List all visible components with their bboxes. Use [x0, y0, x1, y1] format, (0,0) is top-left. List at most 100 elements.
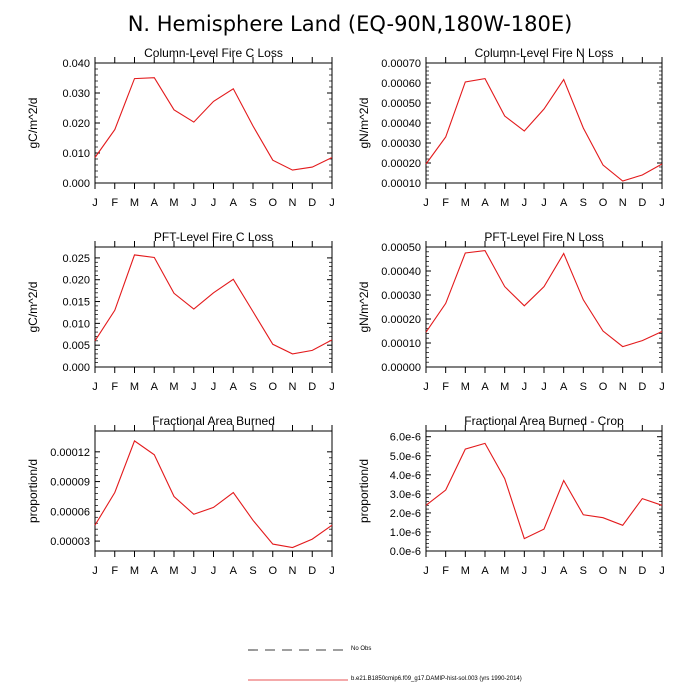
x-tick-label: F: [442, 381, 449, 393]
y-tick-label: 0.010: [62, 318, 90, 330]
x-tick-label: F: [111, 197, 118, 209]
x-tick-label: S: [580, 197, 587, 209]
x-tick-label: S: [249, 381, 256, 393]
x-tick-label: M: [169, 197, 178, 209]
y-tick-label: 0.00030: [381, 290, 421, 302]
x-tick-label: M: [130, 381, 139, 393]
y-tick-label: 0.00030: [381, 138, 421, 150]
x-tick-label: F: [442, 197, 449, 209]
x-tick-label: A: [151, 565, 159, 577]
y-tick-label: 0.030: [62, 88, 90, 100]
y-tick-label: 0.025: [62, 253, 90, 265]
x-tick-label: M: [461, 565, 470, 577]
x-tick-label: M: [169, 565, 178, 577]
x-tick-label: D: [638, 565, 646, 577]
x-tick-label: M: [500, 381, 509, 393]
x-tick-label: F: [111, 381, 118, 393]
x-tick-label: N: [289, 197, 297, 209]
x-tick-label: J: [92, 565, 98, 577]
y-tick-label: 0.010: [62, 148, 90, 160]
y-tick-label: 0.0e-6: [390, 546, 421, 558]
x-tick-label: J: [191, 197, 197, 209]
x-tick-label: J: [329, 565, 335, 577]
x-tick-label: J: [522, 197, 528, 209]
x-tick-label: J: [423, 565, 429, 577]
x-tick-label: J: [423, 197, 429, 209]
x-tick-label: A: [481, 565, 489, 577]
x-tick-label: M: [130, 565, 139, 577]
x-tick-label: M: [169, 381, 178, 393]
x-tick-label: A: [481, 197, 489, 209]
x-tick-label: O: [268, 381, 277, 393]
x-tick-label: D: [638, 197, 646, 209]
x-tick-label: M: [130, 197, 139, 209]
y-tick-label: 0.00010: [381, 338, 421, 350]
x-tick-label: J: [541, 565, 547, 577]
series-line: [94, 440, 333, 549]
y-tick-label: 0.00040: [381, 266, 421, 278]
y-tick-label: 0.005: [62, 340, 90, 352]
x-tick-label: N: [619, 565, 627, 577]
y-tick-label: 4.0e-6: [390, 470, 421, 482]
y-tick-label: 0.040: [62, 58, 90, 70]
x-tick-label: J: [659, 565, 665, 577]
y-axis-label: proportion/d: [26, 459, 40, 523]
y-tick-label: 0.00000: [381, 362, 421, 374]
plot-frame: [425, 246, 663, 368]
x-tick-label: D: [308, 381, 316, 393]
y-tick-label: 0.020: [62, 118, 90, 130]
x-tick-label: A: [230, 197, 238, 209]
x-tick-label: F: [442, 565, 449, 577]
x-tick-label: O: [268, 197, 277, 209]
plot-frame: [425, 62, 663, 184]
y-tick-label: 0.00020: [381, 158, 421, 170]
series-line: [425, 77, 663, 182]
x-tick-label: O: [599, 197, 608, 209]
chart-title: PFT-Level Fire N Loss: [484, 230, 603, 244]
series-line: [425, 250, 663, 348]
plot-frame: [94, 62, 333, 184]
x-tick-label: J: [522, 565, 528, 577]
plot-frame: [94, 430, 333, 552]
x-tick-label: A: [151, 197, 159, 209]
y-axis-label: gC/m^2/d: [26, 282, 40, 333]
chart-title: Column-Level Fire C Loss: [144, 46, 283, 60]
y-tick-label: 0.00006: [50, 506, 90, 518]
x-tick-label: N: [619, 381, 627, 393]
y-tick-label: 0.00070: [381, 58, 421, 70]
series-line: [425, 442, 663, 540]
x-tick-label: S: [249, 565, 256, 577]
x-tick-label: N: [289, 565, 297, 577]
x-tick-label: S: [249, 197, 256, 209]
x-tick-label: M: [500, 565, 509, 577]
x-tick-label: J: [92, 197, 98, 209]
y-axis-label: gC/m^2/d: [26, 98, 40, 149]
y-tick-label: 0.00012: [50, 447, 90, 459]
x-tick-label: A: [151, 381, 159, 393]
y-tick-label: 5.0e-6: [390, 451, 421, 463]
x-tick-label: A: [560, 565, 568, 577]
x-tick-label: D: [638, 381, 646, 393]
y-tick-label: 0.00050: [381, 242, 421, 254]
y-axis-label: gN/m^2/d: [357, 282, 371, 333]
y-tick-label: 0.000: [62, 362, 90, 374]
x-tick-label: M: [500, 197, 509, 209]
x-tick-label: N: [619, 197, 627, 209]
chart-title: Column-Level Fire N Loss: [475, 46, 614, 60]
x-tick-label: A: [481, 381, 489, 393]
y-tick-label: 0.00020: [381, 314, 421, 326]
x-tick-label: J: [191, 565, 197, 577]
y-tick-label: 2.0e-6: [390, 508, 421, 520]
x-tick-label: J: [329, 381, 335, 393]
x-tick-label: S: [580, 381, 587, 393]
x-tick-label: J: [92, 381, 98, 393]
chart-title: Fractional Area Burned - Crop: [464, 414, 624, 428]
chart-title: Fractional Area Burned: [152, 414, 275, 428]
y-tick-label: 1.0e-6: [390, 527, 421, 539]
x-tick-label: J: [211, 565, 217, 577]
y-tick-label: 6.0e-6: [390, 432, 421, 444]
y-tick-label: 0.00050: [381, 98, 421, 110]
x-tick-label: J: [541, 197, 547, 209]
x-tick-label: D: [308, 197, 316, 209]
